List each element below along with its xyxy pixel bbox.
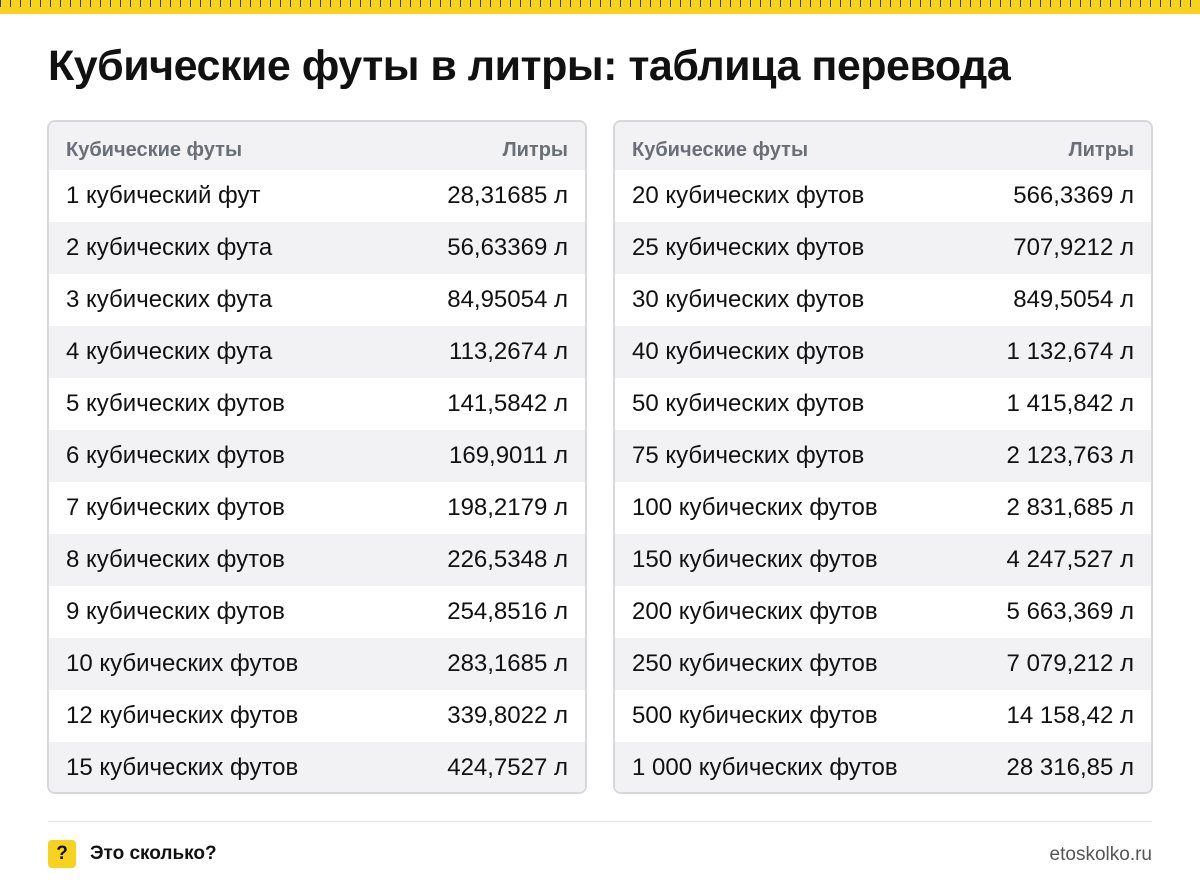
row-value: 707,9212 л: [1013, 234, 1134, 261]
row-value: 339,8022 л: [447, 702, 568, 729]
row-value: 198,2179 л: [447, 494, 568, 521]
row-label: 150 кубических футов: [632, 546, 878, 573]
table-row: 9 кубических футов 254,8516 л: [49, 586, 585, 638]
table-row: 12 кубических футов 339,8022 л: [49, 690, 585, 742]
row-value: 7 079,212 л: [1006, 650, 1134, 677]
row-label: 25 кубических футов: [632, 234, 865, 261]
header-cubic-feet: Кубические футы: [632, 139, 809, 161]
table-row: 100 кубических футов 2 831,685 л: [615, 482, 1151, 534]
row-label: 200 кубических футов: [632, 598, 878, 625]
row-value: 28,31685 л: [447, 182, 568, 209]
row-value: 566,3369 л: [1013, 182, 1134, 209]
row-value: 1 132,674 л: [1006, 338, 1134, 365]
row-label: 2 кубических фута: [66, 234, 273, 261]
row-value: 56,63369 л: [447, 234, 568, 261]
row-value: 84,95054 л: [447, 286, 568, 313]
row-label: 20 кубических футов: [632, 182, 865, 209]
question-mark-icon: ?: [48, 840, 76, 868]
row-label: 100 кубических футов: [632, 494, 878, 521]
row-label: 1 кубический фут: [66, 182, 261, 209]
table-row: 75 кубических футов 2 123,763 л: [615, 430, 1151, 482]
row-value: 849,5054 л: [1013, 286, 1134, 313]
row-label: 50 кубических футов: [632, 390, 865, 417]
table-row: 6 кубических футов 169,9011 л: [49, 430, 585, 482]
conversion-table-right: Кубические футы Литры 20 кубических футо…: [613, 120, 1153, 794]
table-header: Кубические футы Литры: [49, 122, 585, 170]
row-label: 30 кубических футов: [632, 286, 865, 313]
table-row: 4 кубических фута 113,2674 л: [49, 326, 585, 378]
table-body: 1 кубический фут 28,31685 л 2 кубических …: [49, 170, 585, 792]
page-title: Кубические футы в литры: таблица перевод…: [48, 42, 1011, 90]
row-value: 254,8516 л: [447, 598, 568, 625]
row-label: 5 кубических футов: [66, 390, 285, 417]
brand-name: Это сколько?: [90, 843, 217, 864]
row-value: 113,2674 л: [449, 338, 568, 365]
footer-divider: [48, 821, 1152, 822]
table-row: 15 кубических футов 424,7527 л: [49, 742, 585, 792]
header-liters: Литры: [1068, 139, 1134, 161]
row-label: 40 кубических футов: [632, 338, 865, 365]
table-row: 200 кубических футов 5 663,369 л: [615, 586, 1151, 638]
table-row: 3 кубических фута 84,95054 л: [49, 274, 585, 326]
header-liters: Литры: [502, 139, 568, 161]
row-label: 6 кубических футов: [66, 442, 285, 469]
row-label: 3 кубических фута: [66, 286, 273, 313]
row-value: 1 415,842 л: [1006, 390, 1134, 417]
header-cubic-feet: Кубические футы: [66, 139, 243, 161]
row-value: 28 316,85 л: [1006, 754, 1134, 781]
site-link[interactable]: etoskolko.ru: [1049, 844, 1152, 865]
footer-brand[interactable]: ? Это сколько?: [48, 840, 217, 868]
ruler-strip: [0, 0, 1200, 14]
table-row: 20 кубических футов 566,3369 л: [615, 170, 1151, 222]
row-value: 141,5842 л: [447, 390, 568, 417]
row-label: 7 кубических футов: [66, 494, 285, 521]
table-header: Кубические футы Литры: [615, 122, 1151, 170]
table-row: 8 кубических футов 226,5348 л: [49, 534, 585, 586]
row-label: 8 кубических футов: [66, 546, 285, 573]
row-label: 15 кубических футов: [66, 754, 299, 781]
table-row: 2 кубических фута 56,63369 л: [49, 222, 585, 274]
row-value: 424,7527 л: [447, 754, 568, 781]
row-label: 12 кубических футов: [66, 702, 299, 729]
row-value: 2 831,685 л: [1006, 494, 1134, 521]
table-row: 30 кубических футов 849,5054 л: [615, 274, 1151, 326]
row-value: 2 123,763 л: [1006, 442, 1134, 469]
row-label: 4 кубических фута: [66, 338, 273, 365]
row-value: 4 247,527 л: [1006, 546, 1134, 573]
table-row: 10 кубических футов 283,1685 л: [49, 638, 585, 690]
table-row: 25 кубических футов 707,9212 л: [615, 222, 1151, 274]
table-body: 20 кубических футов 566,3369 л 25 кубичес…: [615, 170, 1151, 792]
row-value: 5 663,369 л: [1006, 598, 1134, 625]
table-row: 50 кубических футов 1 415,842 л: [615, 378, 1151, 430]
table-row: 1 кубический фут 28,31685 л: [49, 170, 585, 222]
row-value: 14 158,42 л: [1006, 702, 1134, 729]
conversion-table-left: Кубические футы Литры 1 кубический фут 28…: [47, 120, 587, 794]
table-row: 5 кубических футов 141,5842 л: [49, 378, 585, 430]
table-row: 1 000 кубических футов 28 316,85 л: [615, 742, 1151, 792]
row-label: 75 кубических футов: [632, 442, 865, 469]
row-label: 10 кубических футов: [66, 650, 299, 677]
row-value: 283,1685 л: [447, 650, 568, 677]
row-label: 9 кубических футов: [66, 598, 285, 625]
table-row: 150 кубических футов 4 247,527 л: [615, 534, 1151, 586]
table-row: 250 кубических футов 7 079,212 л: [615, 638, 1151, 690]
row-label: 250 кубических футов: [632, 650, 878, 677]
row-label: 1 000 кубических футов: [632, 754, 898, 781]
table-row: 7 кубических футов 198,2179 л: [49, 482, 585, 534]
table-row: 500 кубических футов 14 158,42 л: [615, 690, 1151, 742]
row-value: 226,5348 л: [447, 546, 568, 573]
table-row: 40 кубических футов 1 132,674 л: [615, 326, 1151, 378]
row-value: 169,9011 л: [449, 442, 568, 469]
row-label: 500 кубических футов: [632, 702, 878, 729]
